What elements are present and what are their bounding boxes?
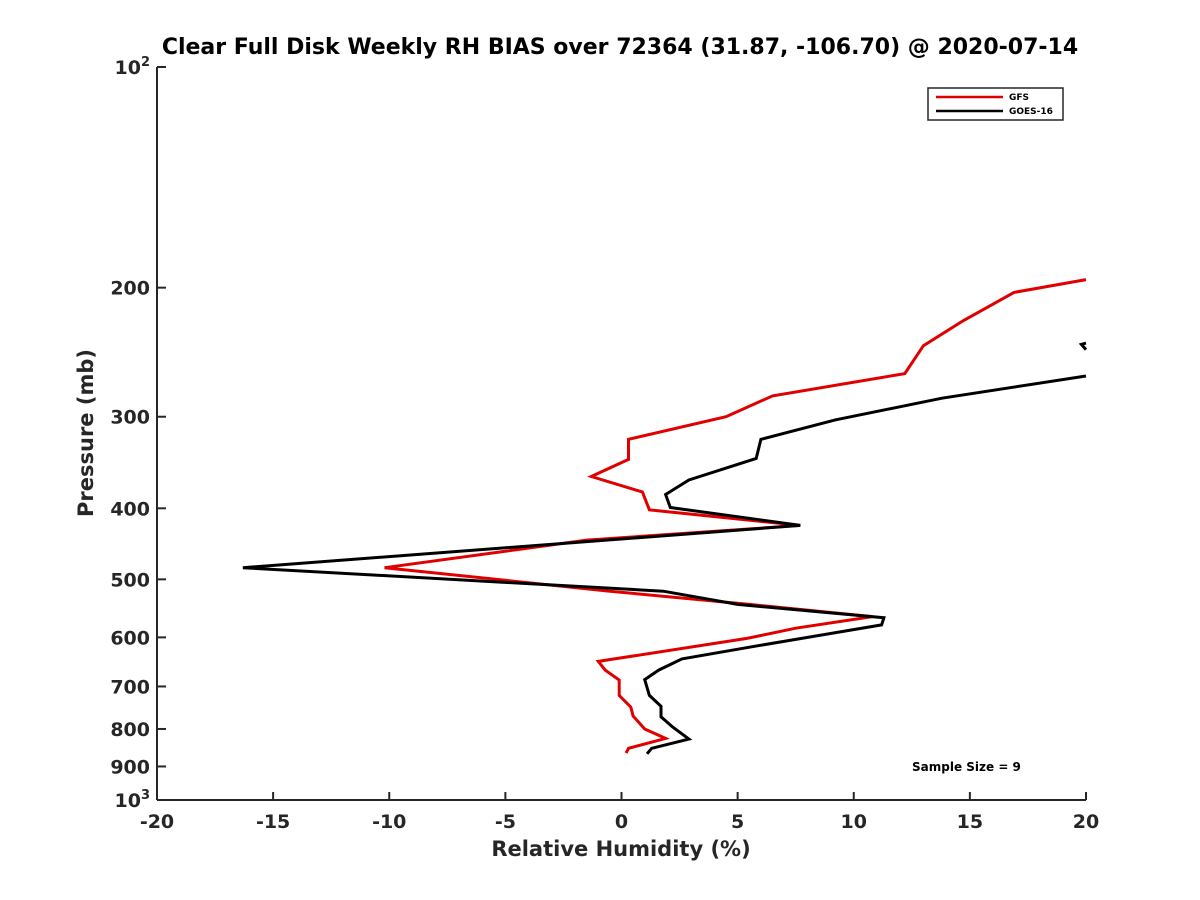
y-tick-label: 500: [110, 569, 150, 591]
y-tick-label: 300: [110, 407, 150, 429]
x-tick-label: -20: [140, 811, 174, 833]
x-tick-label: -10: [372, 811, 406, 833]
sample-size-annotation: Sample Size = 9: [912, 760, 1021, 774]
series-line-gfs-0: [384, 278, 1087, 754]
y-tick-label: 103: [115, 788, 151, 812]
x-tick-label: -15: [256, 811, 290, 833]
x-ticks: -20 -15 -10 -5 0 5 10 15 20: [140, 792, 1099, 833]
x-tick-label: 5: [731, 811, 744, 833]
chart-title: Clear Full Disk Weekly RH BIAS over 7236…: [162, 35, 1078, 60]
legend-label-goes16: GOES-16: [1009, 107, 1053, 117]
series-line-goes16-1: [242, 374, 1087, 755]
legend: GFS GOES-16: [927, 87, 1064, 121]
series-line-goes16-0: [1078, 341, 1088, 351]
legend-box: [927, 87, 1064, 121]
x-axis-label: Relative Humidity (%): [491, 837, 750, 861]
x-tick-label: 10: [841, 811, 867, 833]
y-tick-label: 700: [110, 676, 150, 698]
y-tick-label: 900: [110, 756, 150, 778]
y-tick-label: 200: [110, 278, 150, 300]
x-tick-label: 15: [957, 811, 983, 833]
plot-lines: [242, 278, 1088, 755]
y-tick-label: 400: [110, 498, 150, 520]
x-tick-label: 0: [615, 811, 628, 833]
y-tick-label: 102: [115, 55, 151, 79]
x-tick-label: -5: [495, 811, 516, 833]
y-tick-label: 600: [110, 627, 150, 649]
y-axis-label: Pressure (mb): [74, 349, 98, 517]
legend-label-gfs: GFS: [1009, 93, 1029, 103]
y-ticks: 102 200 300 400 500 600 700 800 900 103: [110, 55, 166, 812]
y-tick-label: 800: [110, 719, 150, 741]
x-tick-label: 20: [1073, 811, 1099, 833]
